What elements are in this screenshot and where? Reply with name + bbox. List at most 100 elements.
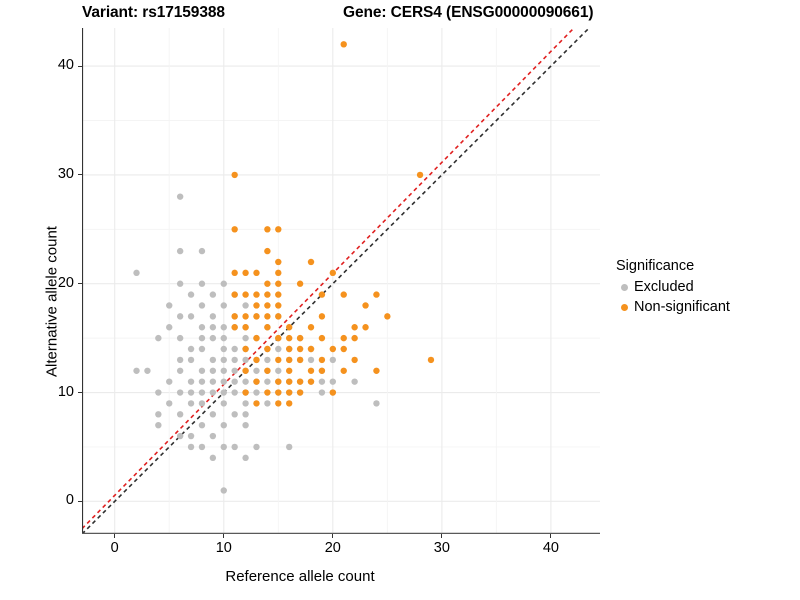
legend-item-excluded[interactable]: Excluded	[616, 277, 796, 297]
data-point	[275, 356, 282, 364]
data-point	[155, 421, 162, 429]
legend-item-non-significant[interactable]: Non-significant	[616, 297, 796, 317]
data-point	[220, 280, 227, 287]
data-point	[242, 454, 249, 462]
data-point	[286, 378, 293, 385]
data-point	[275, 389, 282, 396]
data-point	[176, 334, 184, 342]
data-point	[264, 378, 271, 385]
data-point	[318, 356, 326, 364]
x-tick-mark	[223, 534, 225, 538]
y-tick-mark	[78, 65, 82, 67]
data-point	[209, 389, 217, 396]
data-point	[187, 356, 195, 364]
data-point	[296, 334, 304, 342]
data-point	[340, 334, 347, 342]
data-point	[253, 334, 260, 342]
data-point	[231, 443, 238, 451]
variant-title: Variant: rs17159388	[82, 4, 225, 21]
plot-panel	[82, 28, 600, 534]
y-tick-mark	[78, 392, 82, 394]
data-point	[231, 313, 238, 320]
data-point	[329, 356, 337, 364]
data-point	[176, 247, 184, 255]
data-point	[286, 334, 293, 342]
chart-title-row: Variant: rs17159388 Gene: CERS4 (ENSG000…	[0, 4, 800, 26]
data-point	[296, 280, 304, 287]
data-point	[340, 291, 347, 298]
data-point	[133, 269, 140, 277]
data-point	[373, 367, 380, 374]
data-point	[242, 378, 249, 385]
x-tick-mark	[550, 534, 552, 538]
data-point	[220, 443, 227, 451]
data-point	[209, 432, 217, 440]
data-point	[220, 389, 227, 396]
data-point	[286, 324, 293, 331]
data-point	[264, 356, 271, 364]
data-point	[220, 487, 227, 494]
data-point	[307, 356, 315, 364]
series-excluded	[133, 193, 380, 494]
data-point	[242, 334, 249, 342]
data-point	[351, 324, 358, 331]
data-point	[166, 378, 173, 385]
data-point	[242, 291, 249, 298]
data-point	[329, 269, 337, 277]
y-tick-mark	[78, 283, 82, 285]
data-point	[187, 432, 195, 440]
y-tick-label: 0	[65, 492, 74, 509]
y-tick-label: 10	[57, 383, 74, 400]
y-tick-mark	[78, 174, 82, 176]
data-point	[329, 389, 337, 396]
data-point	[329, 345, 337, 353]
data-point	[264, 226, 271, 233]
x-tick-label: 30	[433, 540, 450, 556]
data-point	[275, 378, 282, 385]
data-point	[307, 258, 315, 266]
data-point	[307, 367, 315, 374]
data-point	[264, 367, 271, 374]
data-point	[253, 389, 260, 396]
data-point	[264, 291, 271, 298]
data-point	[187, 345, 195, 353]
data-point	[187, 443, 195, 451]
data-point	[242, 411, 249, 418]
data-point	[220, 302, 227, 309]
data-point	[242, 324, 249, 331]
data-point	[231, 389, 238, 396]
data-point	[264, 280, 271, 287]
data-point	[231, 378, 238, 385]
data-point	[329, 378, 337, 385]
data-point	[144, 367, 151, 374]
data-point	[198, 421, 206, 429]
data-point	[253, 378, 260, 385]
x-axis-title: Reference allele count	[225, 568, 375, 585]
data-point	[209, 356, 217, 364]
data-point	[198, 400, 206, 407]
data-point	[264, 345, 271, 353]
data-point	[340, 367, 347, 374]
data-point	[427, 356, 435, 364]
data-point	[220, 345, 227, 353]
data-point	[362, 302, 369, 309]
x-tick-label: 0	[110, 540, 119, 556]
data-point	[231, 345, 238, 353]
data-point	[351, 334, 358, 342]
data-point	[220, 334, 227, 342]
data-point	[176, 411, 184, 418]
data-point	[209, 367, 217, 374]
legend-item-label: Excluded	[634, 279, 694, 295]
data-point	[242, 367, 249, 374]
data-point	[231, 411, 238, 418]
data-point	[187, 378, 195, 385]
legend-dot-icon	[620, 303, 628, 311]
data-point	[253, 313, 260, 320]
data-point	[133, 367, 140, 374]
data-point	[318, 291, 326, 298]
data-point	[253, 443, 260, 451]
x-tick-label: 40	[542, 540, 559, 556]
data-point	[187, 291, 195, 298]
data-point	[198, 324, 206, 331]
